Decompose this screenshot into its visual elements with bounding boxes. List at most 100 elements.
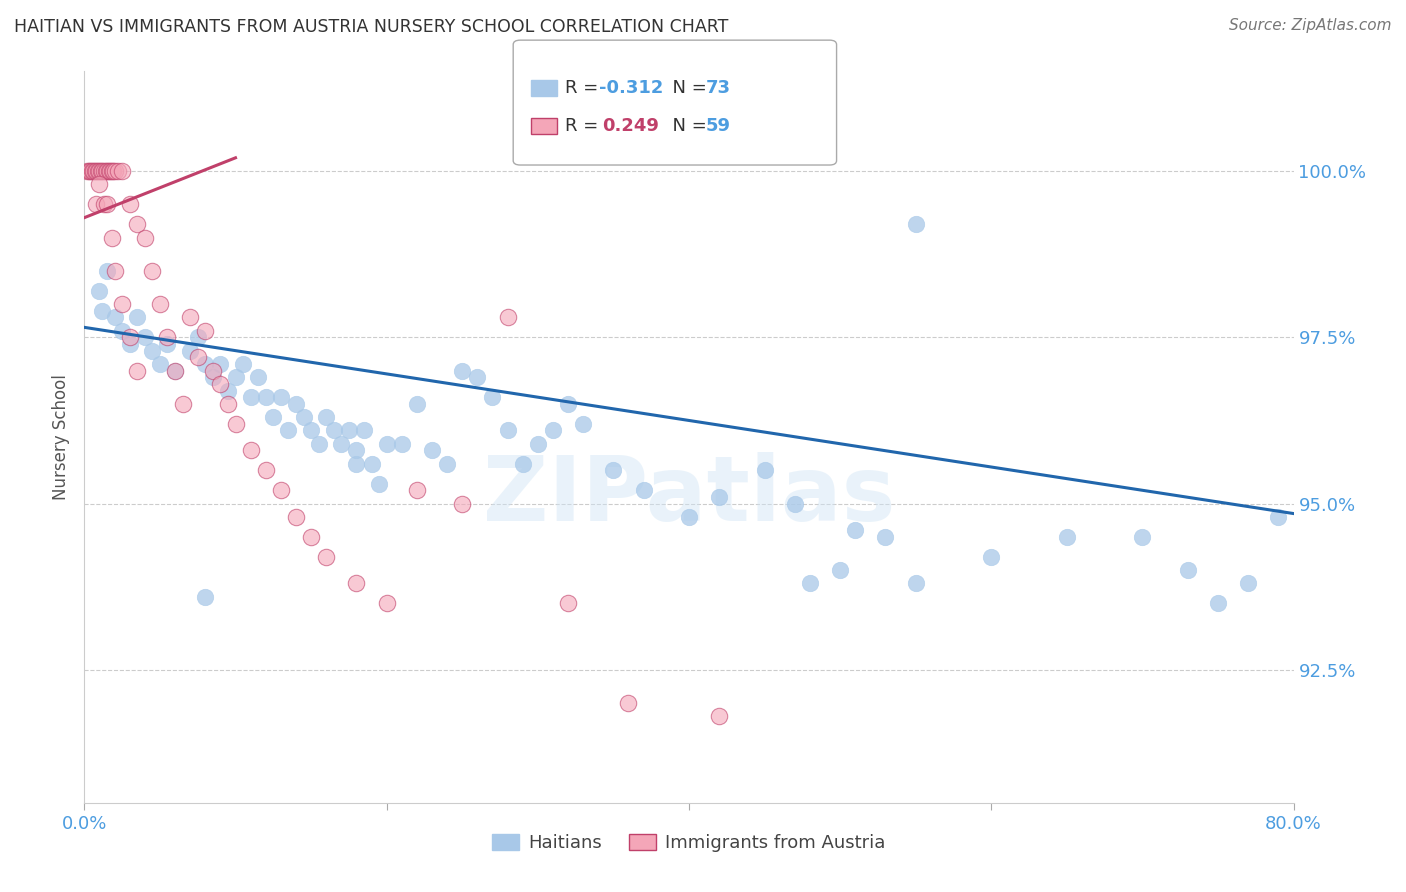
Point	[406, 397, 429, 411]
Point	[299, 530, 322, 544]
Point	[134, 330, 156, 344]
Point	[496, 310, 519, 325]
Point	[111, 297, 134, 311]
Point	[201, 363, 224, 377]
Point	[94, 164, 117, 178]
Point	[76, 164, 98, 178]
Point	[875, 530, 897, 544]
Point	[1267, 509, 1289, 524]
Point	[602, 463, 624, 477]
Point	[165, 363, 187, 377]
Text: ZIPatlas: ZIPatlas	[482, 451, 896, 540]
Point	[368, 476, 391, 491]
Point	[239, 390, 262, 404]
Point	[80, 164, 103, 178]
Point	[247, 370, 270, 384]
Point	[225, 370, 247, 384]
Text: HAITIAN VS IMMIGRANTS FROM AUSTRIA NURSERY SCHOOL CORRELATION CHART: HAITIAN VS IMMIGRANTS FROM AUSTRIA NURSE…	[14, 18, 728, 36]
Point	[375, 436, 398, 450]
Point	[754, 463, 776, 477]
Point	[96, 264, 118, 278]
Point	[557, 397, 579, 411]
Point	[82, 164, 104, 178]
Point	[633, 483, 655, 498]
Point	[104, 164, 127, 178]
Point	[709, 709, 731, 723]
Point	[436, 457, 458, 471]
Point	[239, 443, 262, 458]
Point	[86, 197, 108, 211]
Point	[420, 443, 443, 458]
Point	[89, 178, 111, 192]
Point	[285, 397, 308, 411]
Point	[127, 217, 149, 231]
Point	[292, 410, 315, 425]
Text: N =: N =	[661, 79, 713, 97]
Point	[709, 490, 731, 504]
Point	[451, 497, 474, 511]
Point	[141, 264, 163, 278]
Point	[262, 410, 284, 425]
Point	[179, 343, 201, 358]
Point	[217, 384, 239, 398]
Point	[111, 324, 134, 338]
Point	[194, 324, 217, 338]
Point	[96, 197, 118, 211]
Text: Source: ZipAtlas.com: Source: ZipAtlas.com	[1229, 18, 1392, 33]
Point	[346, 443, 368, 458]
Point	[100, 230, 122, 244]
Point	[93, 197, 115, 211]
Point	[127, 363, 149, 377]
Point	[111, 164, 134, 178]
Point	[254, 463, 277, 477]
Point	[156, 337, 179, 351]
Point	[391, 436, 413, 450]
Point	[315, 410, 337, 425]
Point	[451, 363, 474, 377]
Point	[194, 357, 217, 371]
Text: 0.249: 0.249	[602, 117, 658, 135]
Point	[118, 197, 141, 211]
Point	[315, 549, 337, 564]
Point	[541, 424, 564, 438]
Point	[96, 164, 118, 178]
Point	[346, 457, 368, 471]
Point	[93, 164, 115, 178]
Point	[98, 164, 121, 178]
Point	[134, 230, 156, 244]
Point	[617, 696, 640, 710]
Point	[87, 164, 110, 178]
Point	[179, 310, 201, 325]
Point	[91, 164, 114, 178]
Point	[79, 164, 101, 178]
Point	[209, 357, 232, 371]
Point	[187, 351, 209, 365]
Point	[904, 576, 927, 591]
Point	[322, 424, 344, 438]
Point	[904, 217, 927, 231]
Point	[353, 424, 375, 438]
Point	[1237, 576, 1260, 591]
Point	[467, 370, 489, 384]
Point	[89, 164, 111, 178]
Point	[799, 576, 821, 591]
Text: R =: R =	[565, 117, 610, 135]
Point	[496, 424, 519, 438]
Point	[527, 436, 550, 450]
Point	[285, 509, 308, 524]
Point	[118, 330, 141, 344]
Point	[90, 164, 112, 178]
Point	[1132, 530, 1154, 544]
Point	[172, 397, 194, 411]
Point	[844, 523, 866, 537]
Point	[254, 390, 277, 404]
Point	[830, 563, 852, 577]
Point	[557, 596, 579, 610]
Point	[89, 284, 111, 298]
Point	[277, 424, 299, 438]
Point	[360, 457, 382, 471]
Point	[84, 164, 107, 178]
Point	[481, 390, 503, 404]
Point	[1206, 596, 1229, 610]
Point	[86, 164, 108, 178]
